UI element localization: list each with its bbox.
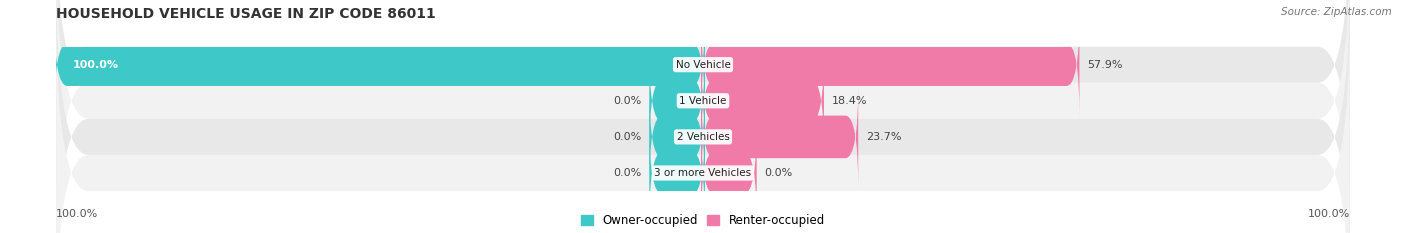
- FancyBboxPatch shape: [702, 50, 824, 152]
- Text: 0.0%: 0.0%: [613, 132, 641, 142]
- FancyBboxPatch shape: [56, 0, 1350, 227]
- Text: 0.0%: 0.0%: [613, 168, 641, 178]
- Text: 2 Vehicles: 2 Vehicles: [676, 132, 730, 142]
- Text: 1 Vehicle: 1 Vehicle: [679, 96, 727, 106]
- FancyBboxPatch shape: [55, 14, 704, 116]
- FancyBboxPatch shape: [56, 10, 1350, 233]
- Text: 0.0%: 0.0%: [765, 168, 793, 178]
- Text: 100.0%: 100.0%: [56, 209, 98, 219]
- FancyBboxPatch shape: [56, 0, 1350, 233]
- Legend: Owner-occupied, Renter-occupied: Owner-occupied, Renter-occupied: [581, 214, 825, 227]
- Text: 0.0%: 0.0%: [613, 96, 641, 106]
- Text: 100.0%: 100.0%: [73, 60, 118, 70]
- Text: 18.4%: 18.4%: [832, 96, 868, 106]
- FancyBboxPatch shape: [702, 86, 858, 188]
- Text: Source: ZipAtlas.com: Source: ZipAtlas.com: [1281, 7, 1392, 17]
- Text: HOUSEHOLD VEHICLE USAGE IN ZIP CODE 86011: HOUSEHOLD VEHICLE USAGE IN ZIP CODE 8601…: [56, 7, 436, 21]
- FancyBboxPatch shape: [56, 0, 1350, 233]
- Text: No Vehicle: No Vehicle: [675, 60, 731, 70]
- FancyBboxPatch shape: [650, 50, 704, 152]
- Text: 23.7%: 23.7%: [866, 132, 901, 142]
- FancyBboxPatch shape: [702, 122, 756, 224]
- FancyBboxPatch shape: [650, 122, 704, 224]
- FancyBboxPatch shape: [702, 14, 1080, 116]
- Text: 100.0%: 100.0%: [1308, 209, 1350, 219]
- Text: 57.9%: 57.9%: [1087, 60, 1122, 70]
- FancyBboxPatch shape: [650, 86, 704, 188]
- Text: 3 or more Vehicles: 3 or more Vehicles: [654, 168, 752, 178]
